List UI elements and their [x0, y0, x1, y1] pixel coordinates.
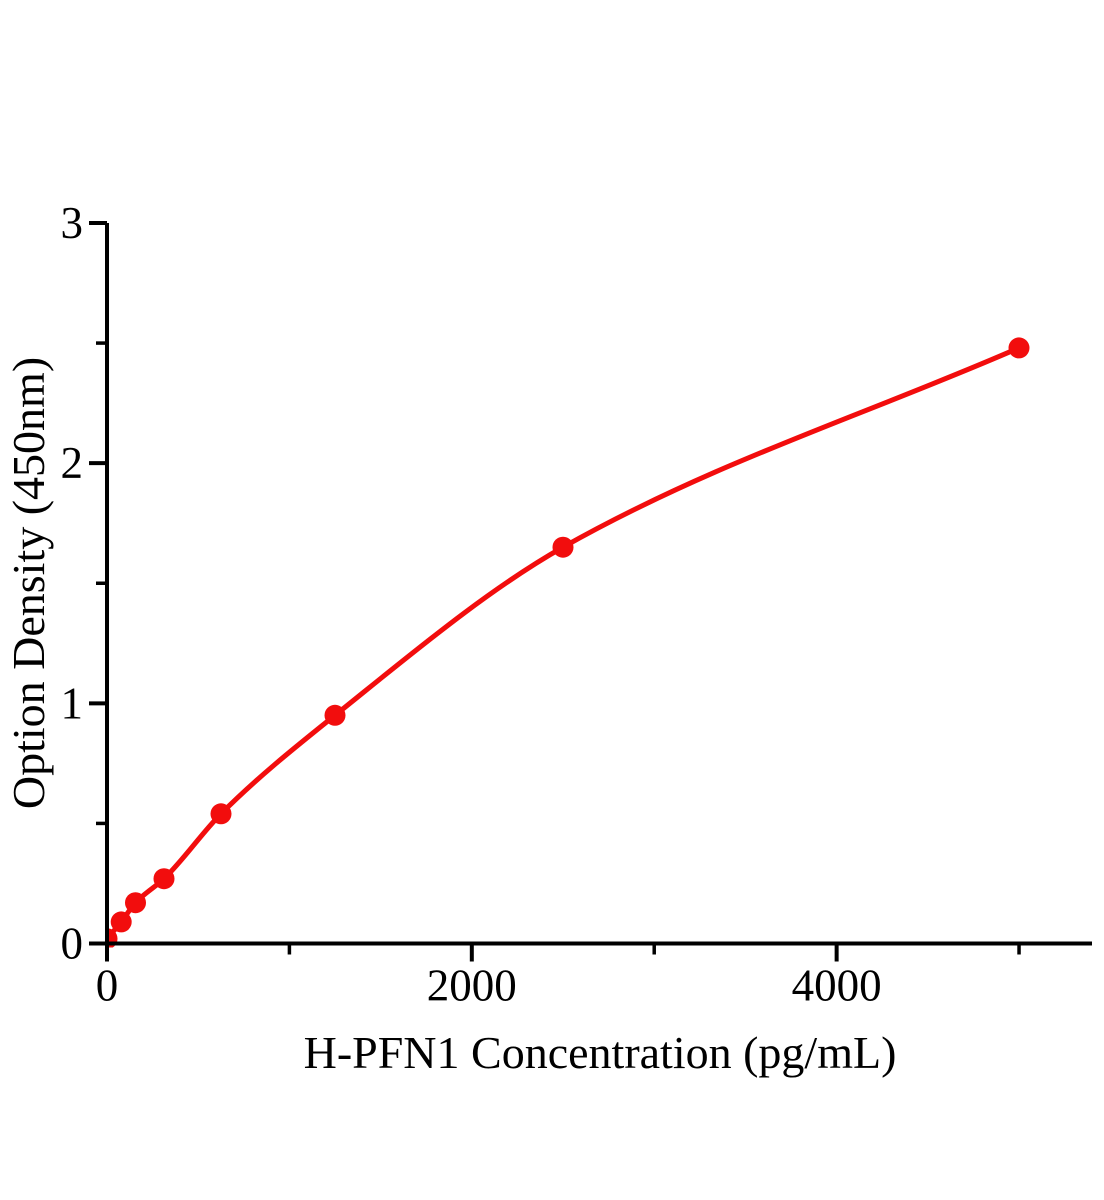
curve-layer: [105, 337, 1030, 948]
data-point-marker: [324, 704, 346, 726]
axes-layer: [89, 221, 1092, 962]
y-tick-label: 0: [61, 919, 84, 969]
data-point-marker: [110, 911, 132, 933]
y-tick-label: 3: [61, 198, 84, 248]
fit-curve-line: [105, 345, 1022, 942]
data-point-marker: [552, 536, 574, 558]
y-tick-label: 1: [61, 678, 84, 728]
data-point-marker: [1008, 337, 1030, 359]
tick-label-layer: 0 2000 4000 0 1 2 3: [61, 198, 882, 1011]
data-point-marker: [153, 868, 175, 890]
x-tick-label: 0: [96, 961, 119, 1011]
x-axis-title: H-PFN1 Concentration (pg/mL): [304, 1027, 897, 1078]
y-axis-title: Option Density (450nm): [3, 357, 54, 809]
y-tick-label: 2: [61, 438, 84, 488]
x-tick-label: 4000: [792, 961, 882, 1011]
data-point-marker: [210, 803, 232, 825]
x-tick-label: 2000: [427, 961, 517, 1011]
data-point-marker: [125, 892, 146, 914]
